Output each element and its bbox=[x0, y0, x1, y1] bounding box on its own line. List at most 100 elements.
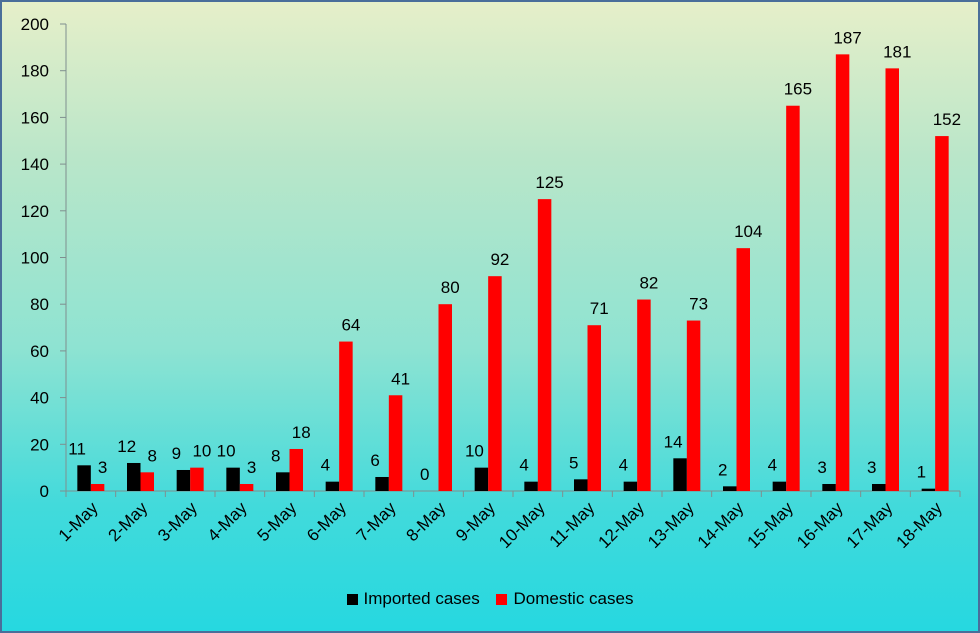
imported-bar bbox=[723, 486, 737, 491]
x-tick-label: 18-May bbox=[892, 498, 946, 552]
y-tick-label: 120 bbox=[21, 202, 49, 221]
imported-data-label: 8 bbox=[271, 446, 280, 465]
y-tick-label: 160 bbox=[21, 108, 49, 127]
imported-data-label: 12 bbox=[117, 437, 136, 456]
imported-data-label: 3 bbox=[817, 458, 826, 477]
domestic-data-label: 181 bbox=[883, 42, 911, 61]
imported-data-label: 0 bbox=[420, 465, 429, 484]
domestic-bar bbox=[587, 325, 601, 491]
y-tick-label: 200 bbox=[21, 15, 49, 34]
legend-swatch-domestic bbox=[496, 593, 508, 605]
x-tick-label: 5-May bbox=[253, 498, 300, 545]
legend-label-imported: Imported cases bbox=[363, 589, 480, 608]
x-tick-label: 3-May bbox=[154, 498, 201, 545]
y-tick-label: 100 bbox=[21, 249, 49, 268]
domestic-data-label: 10 bbox=[192, 442, 211, 461]
imported-bar bbox=[921, 488, 936, 491]
x-tick-label: 6-May bbox=[303, 498, 350, 545]
x-tick-label: 16-May bbox=[793, 498, 847, 552]
x-tick-label: 15-May bbox=[743, 498, 797, 552]
imported-data-label: 6 bbox=[370, 451, 379, 470]
x-tick-label: 11-May bbox=[546, 498, 599, 551]
legend-item-imported: Imported cases bbox=[346, 589, 480, 609]
x-tick-label: 17-May bbox=[843, 498, 897, 552]
imported-bar bbox=[325, 481, 340, 491]
domestic-bar bbox=[736, 248, 750, 491]
domestic-bar bbox=[239, 483, 254, 491]
domestic-data-label: 125 bbox=[535, 173, 563, 192]
imported-bar bbox=[474, 467, 489, 491]
domestic-data-label: 187 bbox=[833, 28, 861, 47]
domestic-bar bbox=[289, 448, 303, 491]
legend: Imported cases Domestic cases bbox=[0, 589, 980, 610]
y-tick-label: 0 bbox=[40, 482, 49, 501]
domestic-data-label: 165 bbox=[784, 80, 812, 99]
imported-bar bbox=[176, 469, 191, 491]
x-tick-label: 1-May bbox=[55, 498, 102, 545]
imported-bar bbox=[127, 462, 141, 491]
imported-bar bbox=[375, 476, 389, 491]
imported-data-label: 10 bbox=[217, 442, 236, 461]
domestic-bar bbox=[488, 276, 502, 491]
domestic-bar bbox=[438, 304, 452, 491]
imported-data-label: 4 bbox=[619, 456, 628, 475]
x-tick-label: 7-May bbox=[353, 498, 400, 545]
domestic-data-label: 41 bbox=[391, 369, 410, 388]
domestic-data-label: 3 bbox=[247, 458, 256, 477]
domestic-bar bbox=[686, 320, 701, 491]
x-tick-label: 8-May bbox=[402, 498, 449, 545]
imported-bar bbox=[623, 481, 638, 491]
imported-data-label: 10 bbox=[465, 442, 484, 461]
imported-bar bbox=[77, 465, 91, 491]
imported-data-label: 2 bbox=[718, 460, 727, 479]
imported-data-label: 3 bbox=[867, 458, 876, 477]
imported-bar bbox=[673, 458, 687, 491]
legend-label-domestic: Domestic cases bbox=[513, 589, 634, 608]
domestic-bar bbox=[140, 472, 154, 491]
y-tick-label: 40 bbox=[30, 389, 49, 408]
domestic-data-label: 80 bbox=[441, 278, 460, 297]
x-tick-label: 2-May bbox=[104, 498, 151, 545]
domestic-bar bbox=[935, 136, 949, 491]
imported-bar bbox=[872, 483, 886, 491]
x-tick-label: 9-May bbox=[452, 498, 499, 545]
imported-bar bbox=[574, 479, 588, 491]
imported-data-label: 1 bbox=[917, 463, 926, 482]
domestic-data-label: 3 bbox=[98, 458, 107, 477]
imported-data-label: 4 bbox=[768, 456, 777, 475]
imported-data-label: 4 bbox=[519, 456, 528, 475]
x-tick-label: 14-May bbox=[694, 498, 748, 552]
domestic-data-label: 92 bbox=[490, 250, 509, 269]
legend-item-domestic: Domestic cases bbox=[496, 589, 633, 609]
imported-bar bbox=[524, 481, 538, 491]
domestic-bar bbox=[786, 105, 800, 491]
legend-swatch-imported bbox=[346, 593, 358, 605]
domestic-data-label: 82 bbox=[639, 274, 658, 293]
domestic-bar bbox=[339, 341, 353, 491]
domestic-bar bbox=[537, 199, 552, 491]
domestic-bar bbox=[90, 483, 105, 491]
domestic-bar bbox=[835, 54, 850, 491]
domestic-data-label: 18 bbox=[292, 423, 311, 442]
imported-bar bbox=[772, 481, 787, 491]
imported-data-label: 4 bbox=[321, 456, 330, 475]
domestic-bar bbox=[637, 299, 651, 491]
domestic-data-label: 104 bbox=[734, 222, 762, 241]
domestic-data-label: 64 bbox=[341, 316, 360, 335]
imported-data-label: 14 bbox=[664, 432, 683, 451]
imported-data-label: 5 bbox=[569, 453, 578, 472]
y-tick-label: 140 bbox=[21, 155, 49, 174]
x-tick-label: 13-May bbox=[644, 498, 698, 552]
y-tick-label: 20 bbox=[30, 435, 49, 454]
x-tick-label: 12-May bbox=[594, 498, 648, 552]
domestic-data-label: 152 bbox=[933, 110, 961, 129]
domestic-bar bbox=[388, 395, 403, 491]
y-tick-label: 80 bbox=[30, 295, 49, 314]
domestic-data-label: 73 bbox=[689, 295, 708, 314]
imported-bar bbox=[276, 472, 290, 491]
domestic-bar bbox=[190, 467, 204, 491]
y-tick-label: 60 bbox=[30, 342, 49, 361]
x-tick-label: 4-May bbox=[204, 498, 251, 545]
y-tick-label: 180 bbox=[21, 62, 49, 81]
